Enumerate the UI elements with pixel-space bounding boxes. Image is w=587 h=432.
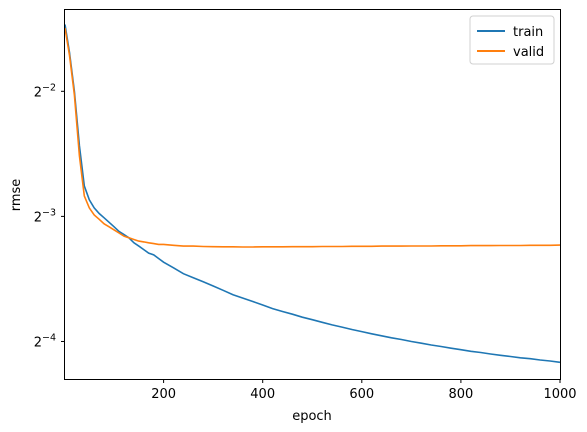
y-tick-label: 2−3: [34, 207, 56, 225]
y-tick-label: 2−4: [34, 332, 56, 350]
y-axis-label: rmse: [9, 179, 24, 212]
y-axis: 2−4 2−3 2−2: [34, 82, 65, 350]
legend-label-train: train: [513, 25, 543, 40]
x-tick-label: 400: [250, 387, 275, 402]
x-tick-label: 800: [448, 387, 473, 402]
series-line-train: [64, 24, 561, 364]
legend: train valid: [469, 15, 555, 65]
x-axis-label: epoch: [292, 409, 332, 424]
series-line-valid: [64, 27, 561, 248]
x-tick-label: 1000: [543, 387, 576, 402]
legend-label-valid: valid: [513, 45, 544, 60]
series-layer: [64, 24, 561, 364]
x-tick-label: 600: [349, 387, 374, 402]
y-tick-label: 2−2: [34, 82, 56, 100]
x-tick-label: 200: [151, 387, 176, 402]
x-axis: 200 400 600 800 1000: [151, 379, 577, 402]
plot-frame: [64, 9, 561, 380]
